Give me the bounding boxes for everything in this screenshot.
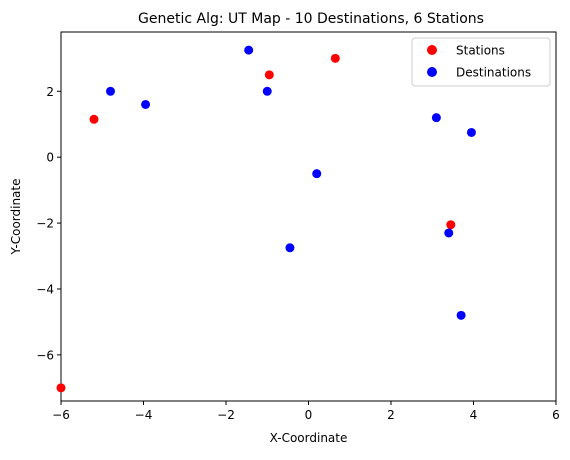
legend-label-destinations: Destinations (456, 66, 531, 80)
destinations-point (262, 86, 272, 96)
legend-label-stations: Stations (456, 44, 505, 58)
stations-point (89, 114, 99, 124)
data-points (56, 45, 476, 393)
stations-point (264, 70, 274, 80)
stations-point (446, 220, 456, 230)
x-tick-label: 6 (552, 408, 560, 422)
y-tick-label: −6 (36, 348, 54, 362)
x-axis-label: X-Coordinate (270, 431, 348, 445)
destinations-point (312, 169, 322, 179)
destinations-point (444, 228, 454, 238)
x-tick-label: 4 (470, 408, 478, 422)
destinations-point (466, 127, 476, 137)
legend-marker-stations (427, 45, 437, 55)
chart-title: Genetic Alg: UT Map - 10 Destinations, 6… (138, 11, 484, 27)
destinations-point (106, 86, 115, 96)
legend-marker-destinations (427, 67, 437, 77)
x-tick-label: 0 (305, 408, 313, 422)
destinations-point (456, 310, 466, 320)
x-tick-label: −6 (52, 408, 70, 422)
destinations-point (431, 113, 441, 123)
y-tick-label: 0 (46, 151, 54, 165)
y-tick-label: 2 (46, 85, 54, 99)
destinations-point (244, 45, 254, 55)
y-tick-label: −2 (36, 217, 54, 231)
plot-area-frame (60, 31, 557, 402)
chart-legend: Stations Destinations (411, 37, 551, 87)
x-tick-label: −2 (217, 408, 235, 422)
destinations-point (141, 99, 151, 109)
x-tick-label: 2 (387, 408, 395, 422)
x-tick-label: −4 (135, 408, 153, 422)
stations-point (330, 53, 340, 63)
legend-box (411, 37, 551, 87)
y-axis-label: Y-Coordinate (9, 178, 23, 255)
y-tick-label: −4 (36, 282, 54, 296)
axis-ticks: −6 −4 −2 0 2 4 6 −6 −4 −2 0 2 (36, 85, 560, 422)
stations-point (56, 383, 66, 393)
destinations-point (285, 243, 295, 253)
